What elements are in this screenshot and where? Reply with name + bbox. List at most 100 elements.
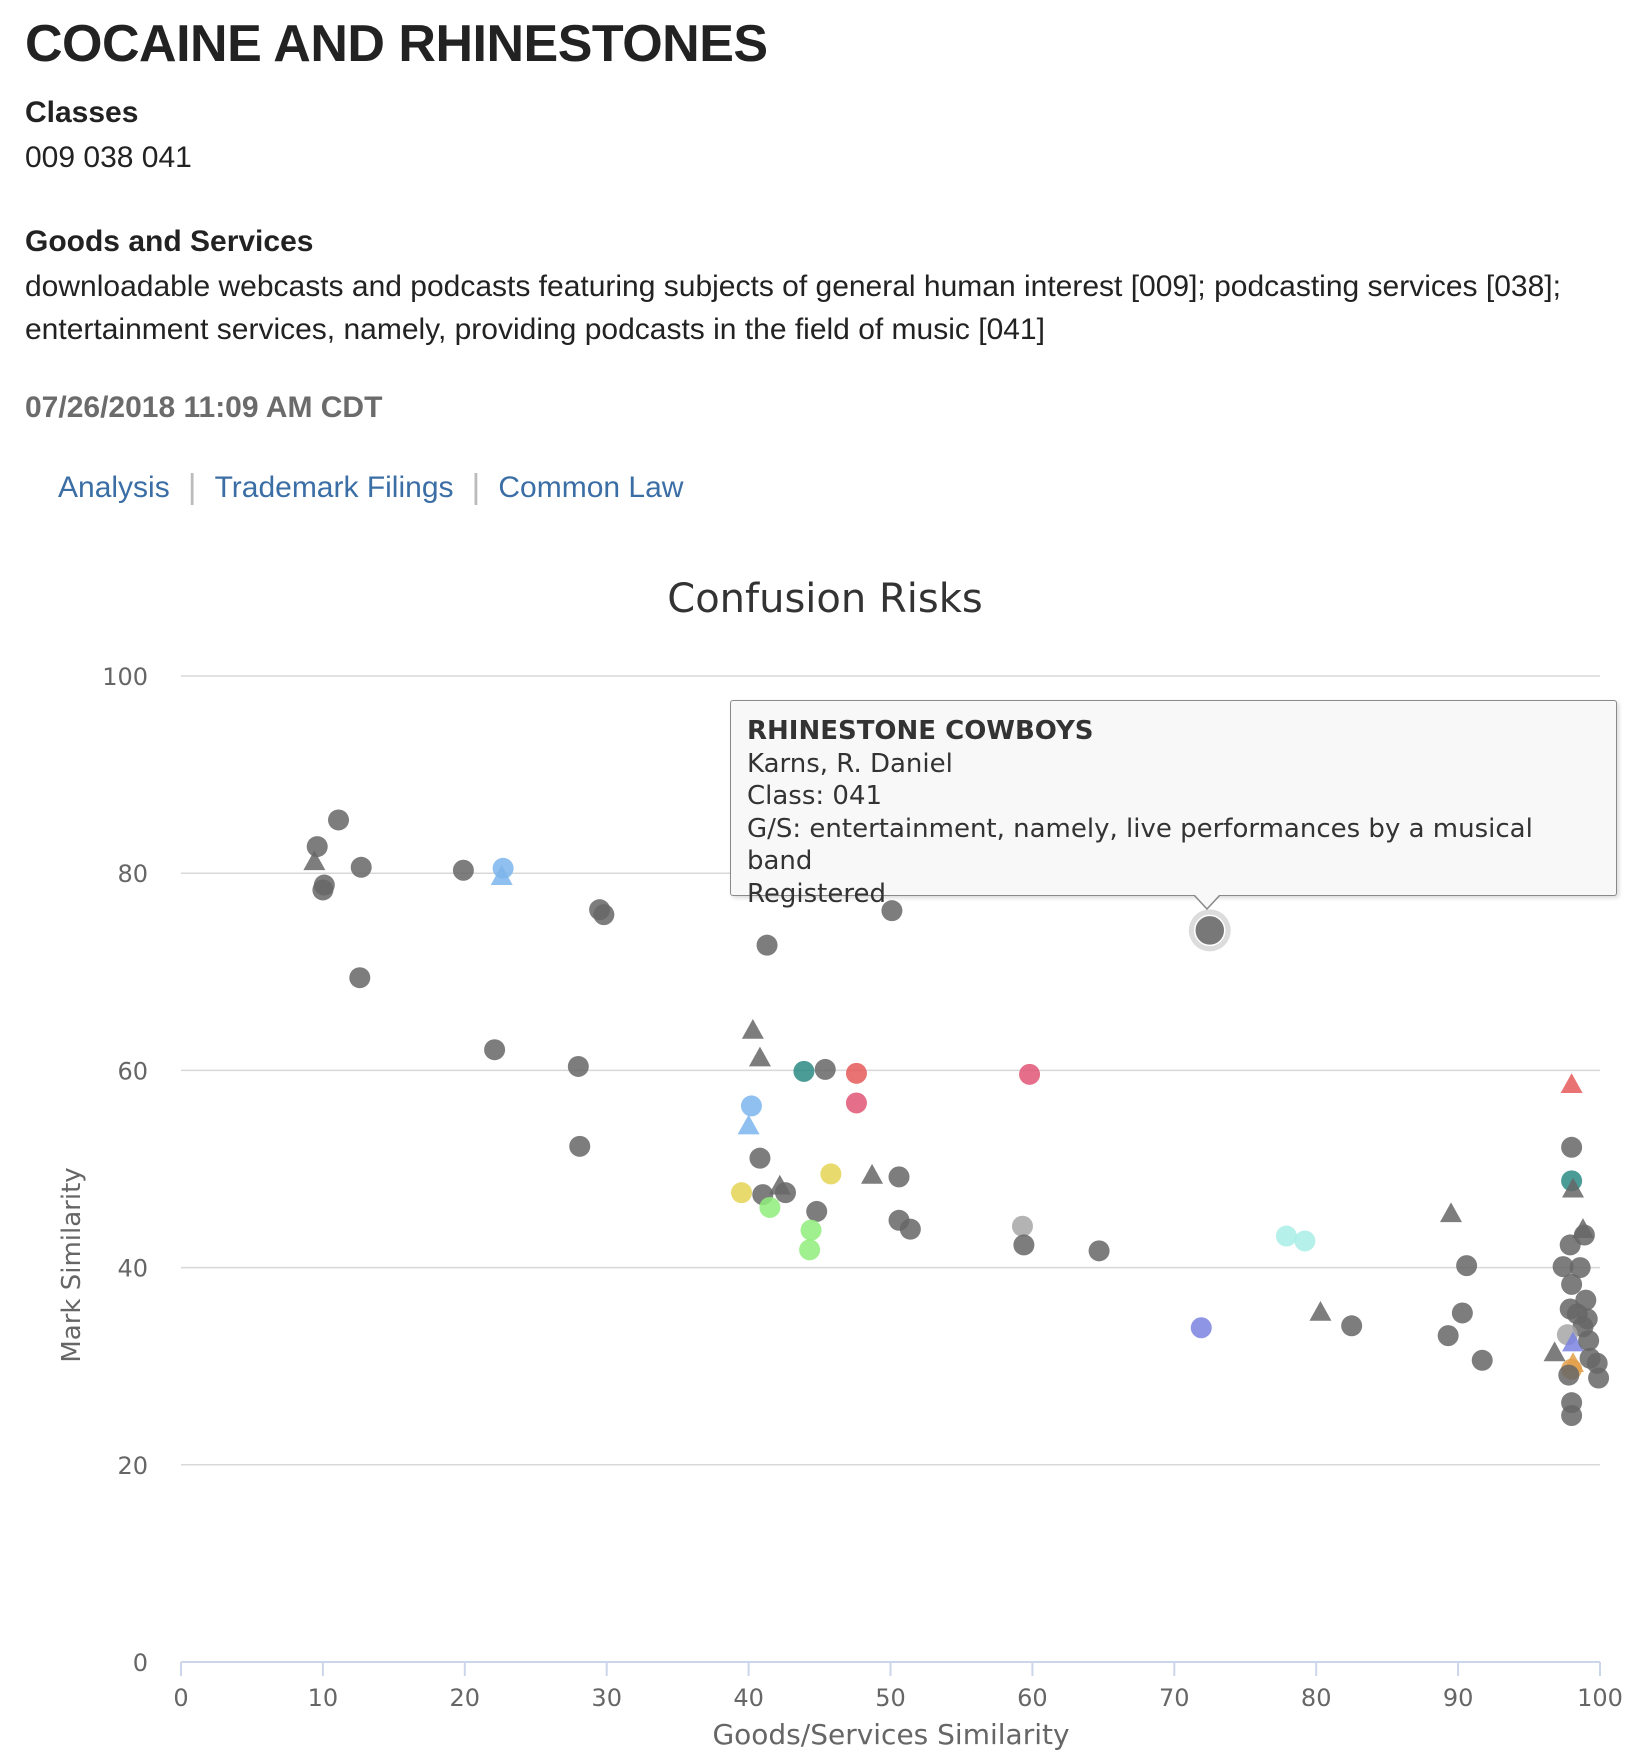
report-timestamp: 07/26/2018 11:09 AM CDT (25, 391, 383, 424)
data-point[interactable] (1437, 1325, 1459, 1347)
data-point[interactable] (1011, 1215, 1033, 1237)
data-point[interactable] (1275, 1225, 1297, 1247)
classes-label: Classes (25, 96, 139, 129)
data-point[interactable] (759, 1196, 781, 1218)
data-point[interactable] (1578, 1330, 1600, 1352)
data-point[interactable] (1471, 1349, 1493, 1371)
data-point[interactable] (888, 1166, 910, 1188)
data-point[interactable] (845, 1062, 867, 1084)
nav-separator: | (187, 468, 197, 506)
page-title: COCAINE AND RHINESTONES (25, 15, 768, 73)
data-point[interactable] (349, 967, 371, 989)
data-point[interactable] (1558, 1364, 1580, 1386)
data-point[interactable] (799, 1239, 821, 1261)
data-point[interactable] (1451, 1302, 1473, 1324)
data-point[interactable] (567, 1055, 589, 1077)
x-tick-label: 80 (1301, 1684, 1332, 1712)
data-point[interactable] (593, 904, 615, 926)
data-point[interactable] (1569, 1257, 1591, 1279)
data-point[interactable] (800, 1219, 822, 1241)
data-point[interactable] (312, 879, 334, 901)
data-point[interactable] (740, 1095, 762, 1117)
y-tick-label: 0 (133, 1649, 148, 1677)
nav-trademark-filings-link[interactable]: Trademark Filings (214, 470, 454, 504)
x-tick-label: 40 (733, 1684, 764, 1712)
tooltip-owner: Karns, R. Daniel (747, 748, 953, 779)
data-point[interactable] (1561, 1136, 1583, 1158)
data-point-triangle[interactable] (1309, 1300, 1332, 1321)
data-point[interactable] (1341, 1315, 1363, 1337)
data-point[interactable] (350, 856, 372, 878)
chart-points (303, 809, 1610, 1426)
classes-value: 009 038 041 (25, 141, 192, 174)
y-tick-label: 60 (117, 1057, 148, 1085)
x-tick-label: 70 (1159, 1684, 1190, 1712)
data-point[interactable] (1013, 1234, 1035, 1256)
data-point[interactable] (569, 1135, 591, 1157)
data-point[interactable] (1552, 1256, 1574, 1278)
data-point[interactable] (1561, 1405, 1583, 1426)
nav-separator: | (471, 468, 481, 506)
data-point[interactable] (845, 1092, 867, 1114)
tooltip-goods-services: G/S: entertainment, namely, live perform… (747, 813, 1533, 877)
point-tooltip: RHINESTONE COWBOYS Karns, R. Daniel Clas… (730, 700, 1617, 909)
x-tick-label: 0 (173, 1684, 188, 1712)
data-point[interactable] (814, 1058, 836, 1080)
nav-common-law-link[interactable]: Common Law (498, 470, 684, 504)
data-point[interactable] (1588, 1367, 1610, 1389)
data-point[interactable] (756, 934, 778, 956)
data-point[interactable] (1019, 1063, 1041, 1085)
y-tick-label: 20 (117, 1452, 148, 1480)
data-point[interactable] (1559, 1234, 1581, 1256)
data-point[interactable] (774, 1182, 796, 1204)
tooltip-class: Class: 041 (747, 781, 883, 811)
data-point-triangle[interactable] (748, 1046, 771, 1067)
tooltip-status: Registered (747, 878, 886, 909)
goods-services-value: downloadable webcasts and podcasts featu… (25, 270, 1561, 346)
data-point-triangle[interactable] (1440, 1202, 1463, 1223)
data-point[interactable] (328, 809, 350, 831)
data-point-triangle[interactable] (1560, 1073, 1583, 1094)
tooltip-title: RHINESTONE COWBOYS (747, 716, 1094, 746)
x-axis-label: Goods/Services Similarity (712, 1718, 1069, 1751)
chart-axes: 0 20 40 60 80 100 0 10 20 30 40 50 60 70 80 90 100 (102, 663, 1623, 1712)
goods-services-label: Goods and Services (25, 225, 314, 258)
data-point[interactable] (1456, 1255, 1478, 1277)
data-point-triangle[interactable] (741, 1018, 764, 1039)
y-tick-label: 80 (117, 860, 148, 888)
tooltip-arrow (1194, 895, 1220, 911)
x-tick-label: 50 (875, 1684, 906, 1712)
data-point[interactable] (899, 1218, 921, 1240)
highlighted-data-point[interactable] (1194, 914, 1226, 947)
chart-title: Confusion Risks (667, 576, 982, 622)
data-point[interactable] (820, 1163, 842, 1185)
report-nav: Analysis | Trademark Filings | Common La… (58, 468, 683, 507)
data-point[interactable] (749, 1147, 771, 1169)
data-point[interactable] (1088, 1240, 1110, 1262)
data-point[interactable] (452, 859, 474, 881)
y-tick-label: 40 (117, 1255, 148, 1283)
y-axis-label: Mark Similarity (57, 1167, 87, 1362)
data-point-triangle[interactable] (1562, 1177, 1585, 1198)
data-point-triangle[interactable] (861, 1163, 884, 1184)
x-tick-label: 20 (450, 1684, 481, 1712)
data-point-triangle[interactable] (1562, 1331, 1585, 1352)
data-point-triangle[interactable] (1543, 1341, 1566, 1362)
data-point[interactable] (1561, 1273, 1583, 1295)
data-point[interactable] (881, 900, 903, 922)
data-point[interactable] (484, 1039, 506, 1061)
x-tick-label: 30 (591, 1684, 622, 1712)
data-point[interactable] (306, 836, 328, 858)
data-point[interactable] (1190, 1317, 1212, 1339)
data-point-triangle[interactable] (737, 1114, 760, 1135)
data-point[interactable] (731, 1182, 753, 1204)
nav-analysis-link[interactable]: Analysis (58, 470, 170, 504)
confusion-risks-chart: Confusion Risks 0 20 40 60 80 100 0 10 20 30 40 50 6… (0, 560, 1650, 1758)
data-point-triangle[interactable] (490, 865, 513, 885)
data-point-triangle[interactable] (303, 850, 326, 871)
data-point[interactable] (1294, 1230, 1316, 1252)
data-point[interactable] (793, 1060, 815, 1082)
data-point[interactable] (806, 1200, 828, 1222)
scatter-plot: Confusion Risks 0 20 40 60 80 100 0 10 20 30 40 50 6… (57, 576, 1623, 1751)
y-tick-label: 100 (102, 663, 148, 691)
